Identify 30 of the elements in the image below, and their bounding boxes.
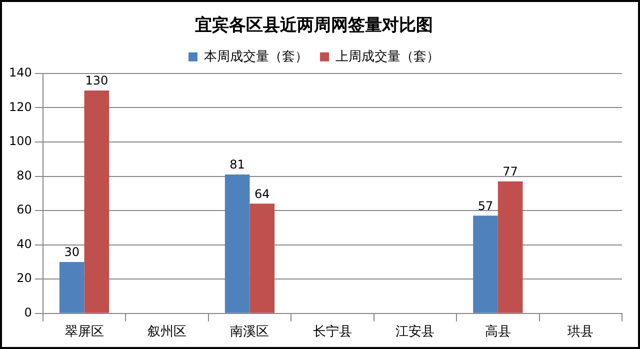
y-tick-label: 40 xyxy=(16,236,32,251)
data-label: 64 xyxy=(254,186,270,201)
bar xyxy=(473,216,498,313)
x-tick-label: 江安县 xyxy=(396,324,435,340)
y-tick-label: 0 xyxy=(24,306,32,320)
data-label: 77 xyxy=(502,164,518,179)
bar xyxy=(498,181,523,313)
bar xyxy=(84,90,110,313)
y-tick-label: 20 xyxy=(16,271,32,286)
data-label: 30 xyxy=(64,245,80,260)
legend-label: 本周成交量（套） xyxy=(204,48,308,64)
bar xyxy=(59,262,84,313)
legend-label: 上周成交量（套） xyxy=(336,48,440,64)
y-tick-label: 60 xyxy=(16,202,32,217)
y-tick-label: 140 xyxy=(9,66,32,80)
x-tick-label: 叙州区 xyxy=(147,324,186,340)
x-tick-label: 长宁县 xyxy=(312,324,352,340)
bar xyxy=(250,204,275,313)
x-tick-label: 南溪区 xyxy=(230,324,270,340)
x-tick-label: 翠屏区 xyxy=(64,324,104,340)
data-label: 57 xyxy=(478,198,494,213)
y-tick-label: 120 xyxy=(9,100,32,114)
bar xyxy=(224,174,250,313)
data-label: 81 xyxy=(230,158,245,172)
x-tick-label: 珙县 xyxy=(568,324,594,340)
x-tick-label: 高县 xyxy=(484,324,511,340)
y-tick-label: 100 xyxy=(9,134,32,148)
y-tick-label: 80 xyxy=(16,168,32,182)
chart-title: 宜宾各区县近两周网签量对比图 xyxy=(195,16,433,36)
data-label: 130 xyxy=(85,74,108,88)
